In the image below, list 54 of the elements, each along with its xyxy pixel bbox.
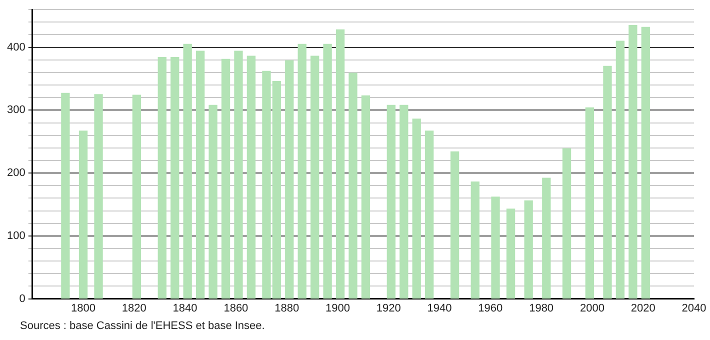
bar	[425, 130, 434, 299]
bar	[132, 94, 142, 299]
y-tick-label: 400	[6, 41, 26, 54]
bar	[221, 58, 230, 299]
bar	[183, 44, 192, 299]
x-tick-label: 1960	[478, 302, 503, 314]
y-tick-label: 200	[6, 167, 26, 180]
bar	[348, 72, 358, 299]
bar	[386, 104, 396, 299]
bar	[196, 50, 205, 299]
x-tick-label: 1800	[71, 302, 96, 314]
bar	[628, 24, 638, 299]
bar	[470, 182, 480, 299]
bar	[336, 29, 345, 299]
bar	[616, 40, 625, 299]
source-note: Sources : base Cassini de l'EHESS et base Insee.	[20, 320, 265, 332]
bar	[94, 94, 103, 299]
bar	[323, 44, 332, 299]
bar	[491, 196, 500, 299]
y-tick-label: 300	[6, 104, 26, 116]
bar	[208, 104, 218, 299]
bar	[285, 60, 294, 299]
y-tick-label: 0	[19, 292, 26, 305]
bar	[641, 26, 650, 299]
x-tick-label: 1840	[172, 302, 198, 314]
bar	[158, 57, 166, 299]
bar	[400, 104, 408, 299]
bar	[562, 148, 572, 299]
bar	[450, 151, 460, 299]
bar	[298, 44, 306, 299]
x-tick-label: 1920	[376, 302, 401, 314]
bar	[234, 50, 243, 299]
x-tick-label: 1900	[325, 302, 350, 314]
bar	[61, 92, 70, 299]
y-tick-label: 100	[6, 230, 26, 242]
bar	[524, 200, 533, 299]
bar	[78, 130, 88, 299]
x-tick-label: 1880	[274, 302, 300, 314]
bar	[170, 57, 180, 299]
bar	[412, 118, 421, 299]
x-tick-label: 2040	[682, 302, 706, 314]
bar	[310, 56, 320, 299]
bar	[506, 208, 516, 299]
bar	[603, 66, 612, 299]
x-tick-label: 2000	[580, 302, 604, 314]
bar	[246, 56, 256, 299]
x-tick-label: 1860	[224, 302, 248, 314]
bar	[542, 178, 551, 299]
x-tick-label: 2020	[630, 302, 656, 314]
bar	[585, 107, 594, 299]
x-tick-label: 1940	[427, 302, 452, 314]
x-tick-label: 1820	[122, 302, 146, 314]
bar	[361, 95, 370, 299]
x-tick-label: 1980	[529, 302, 554, 314]
